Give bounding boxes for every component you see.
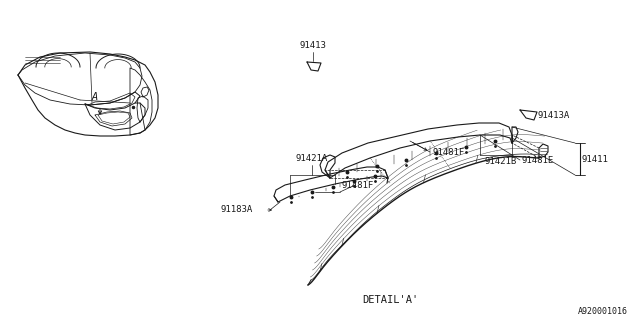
Text: 91413A: 91413A [538,110,570,119]
Text: 91411: 91411 [582,155,609,164]
Text: 91421A: 91421A [296,154,328,163]
Text: 91481F: 91481F [432,148,464,156]
Text: DETAIL'A': DETAIL'A' [362,295,418,305]
Text: A920001016: A920001016 [578,308,628,316]
Text: 91481E: 91481E [521,156,553,164]
Text: A: A [92,92,98,102]
Text: 91421B: 91421B [484,157,516,166]
Text: 91413: 91413 [300,41,326,50]
Text: 91183A: 91183A [220,205,252,214]
Text: 91481F: 91481F [341,181,373,190]
